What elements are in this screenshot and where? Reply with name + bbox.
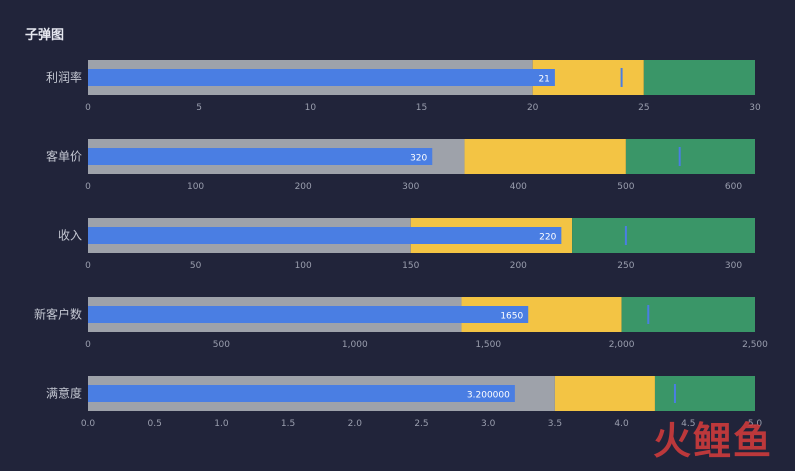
tick-label: 300 bbox=[725, 261, 742, 271]
range-band bbox=[621, 297, 755, 332]
measure-bar bbox=[88, 69, 555, 86]
tick-label: 3.0 bbox=[481, 419, 496, 429]
target-marker bbox=[624, 226, 627, 245]
target-marker bbox=[620, 68, 623, 87]
tick-label: 0 bbox=[85, 182, 91, 192]
measure-bar bbox=[88, 385, 515, 402]
tick-label: 3.5 bbox=[548, 419, 562, 429]
measure-bar bbox=[88, 148, 433, 165]
range-band bbox=[572, 218, 755, 253]
category-label: 新客户数 bbox=[34, 307, 82, 322]
tick-label: 10 bbox=[305, 103, 317, 113]
tick-label: 600 bbox=[725, 182, 742, 192]
tick-label: 2.0 bbox=[348, 419, 363, 429]
range-band bbox=[625, 139, 755, 174]
tick-label: 25 bbox=[638, 103, 649, 113]
tick-label: 50 bbox=[190, 261, 202, 271]
tick-label: 5.0 bbox=[748, 419, 763, 429]
tick-label: 300 bbox=[402, 182, 419, 192]
value-label: 220 bbox=[539, 233, 556, 243]
tick-label: 1.5 bbox=[281, 419, 295, 429]
tick-label: 0.5 bbox=[148, 419, 162, 429]
tick-label: 150 bbox=[402, 261, 419, 271]
category-label: 利润率 bbox=[46, 70, 82, 85]
tick-label: 100 bbox=[295, 261, 312, 271]
tick-label: 200 bbox=[510, 261, 527, 271]
tick-label: 2,500 bbox=[742, 340, 768, 350]
chart-title: 子弹图 bbox=[25, 28, 65, 43]
target-marker bbox=[647, 305, 650, 324]
measure-bar bbox=[88, 306, 529, 323]
tick-label: 0 bbox=[85, 261, 91, 271]
value-label: 21 bbox=[538, 75, 549, 85]
value-label: 3.200000 bbox=[467, 391, 510, 401]
range-band bbox=[554, 376, 655, 411]
tick-label: 4.5 bbox=[681, 419, 695, 429]
tick-label: 400 bbox=[510, 182, 527, 192]
tick-label: 0 bbox=[85, 103, 91, 113]
tick-label: 0.0 bbox=[81, 419, 96, 429]
tick-label: 1,000 bbox=[342, 340, 368, 350]
tick-label: 0 bbox=[85, 340, 91, 350]
tick-label: 2,000 bbox=[609, 340, 635, 350]
target-marker bbox=[678, 147, 681, 166]
range-band bbox=[654, 376, 755, 411]
category-label: 客单价 bbox=[46, 149, 82, 164]
tick-label: 5 bbox=[196, 103, 202, 113]
tick-label: 30 bbox=[749, 103, 761, 113]
tick-label: 2.5 bbox=[414, 419, 428, 429]
tick-label: 500 bbox=[617, 182, 634, 192]
value-label: 320 bbox=[410, 154, 427, 164]
tick-label: 20 bbox=[527, 103, 539, 113]
tick-label: 100 bbox=[187, 182, 204, 192]
range-band bbox=[464, 139, 626, 174]
tick-label: 15 bbox=[416, 103, 427, 113]
category-label: 满意度 bbox=[46, 386, 82, 401]
tick-label: 4.0 bbox=[614, 419, 629, 429]
target-marker bbox=[673, 384, 676, 403]
measure-bar bbox=[88, 227, 562, 244]
tick-label: 1,500 bbox=[475, 340, 501, 350]
watermark-logo: 火鲤鱼 bbox=[652, 419, 773, 463]
category-label: 收入 bbox=[58, 229, 82, 243]
tick-label: 250 bbox=[617, 261, 634, 271]
range-band bbox=[643, 60, 755, 95]
tick-label: 500 bbox=[213, 340, 230, 350]
tick-label: 1.0 bbox=[214, 419, 229, 429]
value-label: 1650 bbox=[500, 312, 523, 322]
tick-label: 200 bbox=[295, 182, 312, 192]
